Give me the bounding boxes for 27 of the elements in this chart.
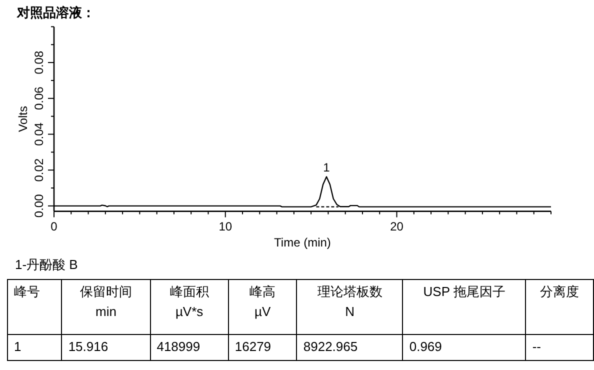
text: 15.916	[62, 334, 150, 360]
y-axis-title: Volts	[16, 106, 30, 132]
text: 保留时间 min	[62, 280, 150, 334]
text: USP 拖尾因子	[402, 280, 526, 334]
x-axis-title: Time (min)	[274, 235, 331, 250]
text: 峰号	[8, 280, 62, 334]
text: 16279	[228, 334, 297, 360]
y-tick-label: 0.04	[32, 122, 46, 146]
x-tick-label: 20	[390, 219, 404, 234]
y-tick-label: 0.06	[32, 86, 46, 110]
text: 1-丹酚酸 B	[15, 256, 78, 274]
x-tick-label: 10	[218, 219, 232, 234]
y-tick-label: 0.00	[32, 194, 46, 218]
x-tick-label: 0	[50, 219, 58, 234]
text: 峰高 µV	[228, 280, 297, 334]
y-tick-label: 0.08	[32, 50, 46, 74]
text: 0.969	[402, 334, 526, 360]
text: 理论塔板数 N	[296, 280, 403, 334]
annotation: 1	[323, 160, 330, 175]
text: 418999	[150, 334, 228, 360]
text: 峰面积 µV*s	[150, 280, 228, 334]
text: 1	[8, 334, 62, 360]
text: 8922.965	[296, 334, 403, 360]
chart-title: 对照品溶液：	[16, 5, 95, 20]
y-tick-label: 0.02	[32, 158, 46, 182]
text: --	[526, 334, 594, 360]
text: 分离度	[526, 280, 594, 334]
